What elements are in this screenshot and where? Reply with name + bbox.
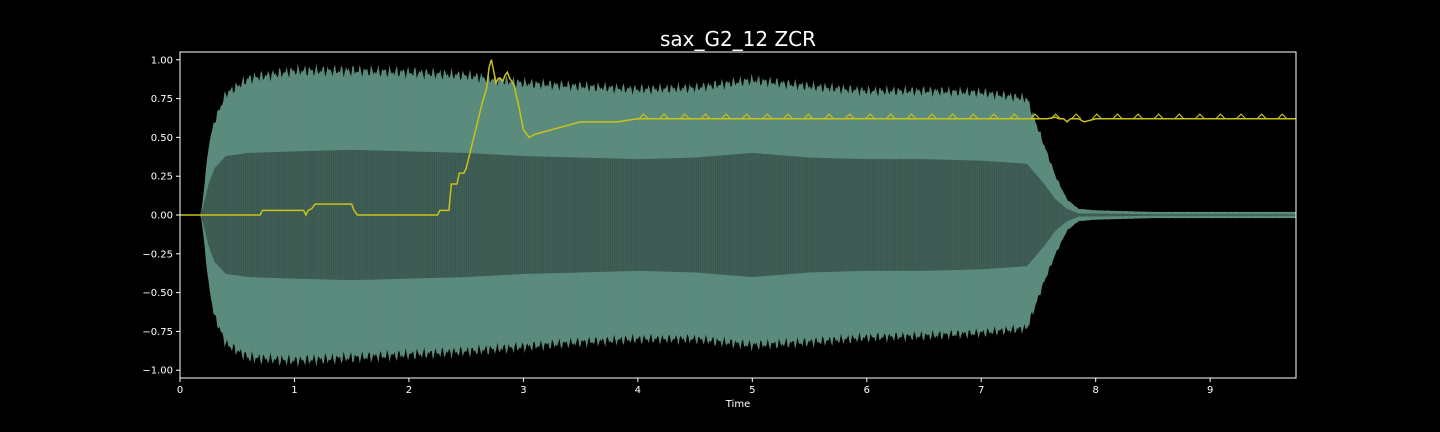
zcr-line: [180, 59, 1296, 217]
zcr-spike: [1091, 113, 1102, 120]
zcr-spike: [700, 113, 711, 120]
y-tick-label: −1.00: [142, 366, 173, 377]
zcr-spike: [1277, 113, 1288, 120]
zcr-spike: [1194, 113, 1205, 120]
zcr-spike: [1112, 113, 1123, 120]
zcr-spike: [679, 113, 690, 120]
zcr-spike: [865, 113, 876, 120]
plot-area: [180, 59, 1297, 368]
y-tick-label: −0.50: [142, 288, 173, 299]
x-tick-label: 2: [406, 385, 412, 396]
y-tick-label: 0.25: [151, 172, 173, 183]
zcr-spike: [947, 113, 958, 120]
zcr-spike: [968, 113, 979, 120]
zcr-spike: [885, 113, 896, 120]
zcr-spike: [1174, 113, 1185, 120]
x-axis: 0 1 2 3 4 5 6 7 8 9: [177, 378, 1213, 396]
y-axis: 1.00 0.75 0.50 0.25 0.00 −0.25 −0.50 −0.75 −1.00: [142, 55, 180, 377]
y-tick-label: 0.00: [151, 211, 173, 222]
zcr-spike: [1256, 113, 1267, 120]
zcr-spike: [782, 113, 793, 120]
zcr-spike: [741, 113, 752, 120]
chart-title: sax_G2_12 ZCR: [660, 27, 816, 51]
zcr-spike: [1133, 113, 1144, 120]
x-tick-label: 5: [749, 385, 755, 396]
zcr-spike: [1153, 113, 1164, 120]
y-tick-label: −0.75: [142, 327, 173, 338]
x-tick-label: 0: [177, 385, 183, 396]
y-tick-label: 0.75: [151, 94, 173, 105]
waveform-striations: [201, 73, 1297, 358]
x-tick-label: 4: [635, 385, 641, 396]
zcr-spike: [1236, 113, 1247, 120]
zcr-spike: [906, 113, 917, 120]
zcr-spike: [1050, 113, 1061, 120]
y-tick-label: 0.50: [151, 133, 173, 144]
x-tick-label: 9: [1207, 385, 1213, 396]
waveform-core: [180, 149, 1296, 281]
zcr-spike: [659, 113, 670, 120]
x-tick-label: 3: [520, 385, 526, 396]
zcr-spike: [1009, 113, 1020, 120]
zcr-spike: [1215, 113, 1226, 120]
zcr-spike: [844, 113, 855, 120]
x-tick-label: 7: [978, 385, 984, 396]
x-tick-label: 8: [1093, 385, 1099, 396]
zcr-spike: [1071, 113, 1082, 120]
zcr-spike: [823, 113, 835, 120]
zcr-spikes: [638, 113, 1288, 120]
zcr-spike: [988, 113, 999, 120]
x-axis-label: Time: [725, 399, 750, 410]
x-tick-label: 6: [864, 385, 870, 396]
zcr-spike: [720, 113, 731, 120]
y-tick-label: −0.25: [142, 249, 173, 260]
zcr-spike: [762, 113, 773, 120]
y-tick-label: 1.00: [151, 55, 173, 66]
zcr-spike: [803, 113, 814, 120]
x-tick-label: 1: [291, 385, 297, 396]
zcr-spike: [927, 113, 938, 120]
zcr-spike: [1030, 113, 1041, 120]
zcr-spike: [638, 113, 649, 120]
